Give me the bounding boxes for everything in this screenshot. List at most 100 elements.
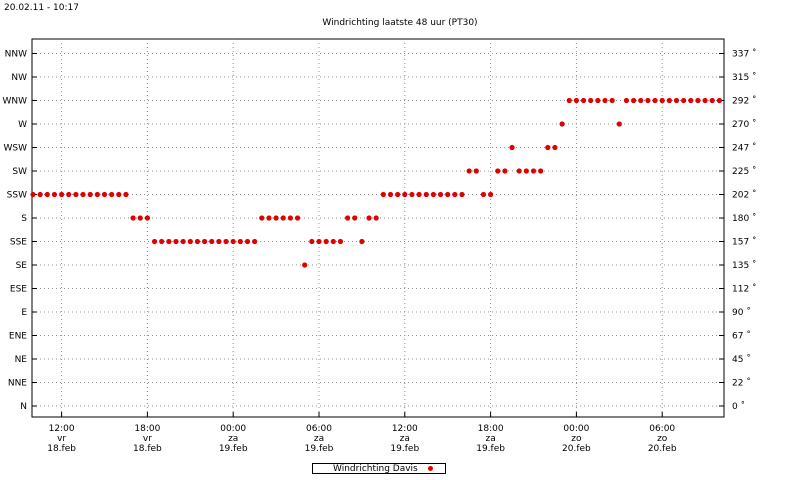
y-tick-label-right: 0 ˚ (732, 401, 745, 412)
x-tick-label: 20.feb (562, 444, 591, 454)
data-point (180, 238, 186, 245)
data-point (645, 97, 651, 104)
data-point (545, 144, 551, 151)
data-points (30, 97, 723, 268)
y-tick-label-left: NNW (5, 50, 27, 60)
y-tick-label-left: WNW (2, 97, 27, 107)
data-point (166, 238, 172, 245)
x-tick-label: 19.feb (305, 444, 334, 454)
legend-label: Windrichting Davis (333, 464, 418, 474)
data-point (488, 191, 494, 198)
data-point (187, 238, 193, 245)
data-point (44, 191, 50, 198)
x-tick-label: 19.feb (219, 444, 248, 454)
y-tick-label-left: SW (12, 167, 27, 177)
data-point (445, 191, 451, 198)
y-tick-label-left: NE (15, 355, 28, 365)
data-point (116, 191, 122, 198)
y-tick-label-right: 180 ˚ (732, 213, 757, 224)
data-point (345, 215, 351, 221)
data-point (80, 191, 86, 198)
data-point (280, 215, 286, 221)
data-point (366, 215, 372, 221)
x-tick-label: 06:00 (649, 424, 675, 434)
data-point (602, 97, 608, 104)
x-tick-label: 06:00 (306, 424, 332, 434)
data-point (652, 97, 658, 104)
data-point (588, 97, 594, 104)
axes: N 0 ˚ NNE 22 ˚ NE 45 ˚ ENE 67 ˚ E 90 ˚ ESE 112 ˚ SE 1… (2, 49, 756, 455)
y-tick-label-left: W (18, 120, 27, 130)
data-point (631, 97, 637, 104)
data-point (223, 238, 229, 245)
data-point (209, 238, 215, 245)
x-tick-label: vr (143, 434, 152, 444)
y-tick-label-left: NNE (8, 379, 27, 389)
x-tick-label: 19.feb (390, 444, 419, 454)
y-tick-label-right: 22 ˚ (732, 378, 751, 389)
data-point (702, 97, 708, 104)
y-tick-label-right: 45 ˚ (732, 354, 751, 365)
data-point (416, 191, 422, 198)
data-point (688, 97, 694, 104)
data-point (359, 238, 365, 245)
y-tick-label-right: 292 ˚ (732, 96, 757, 107)
timestamp: 20.02.11 - 10:17 (4, 3, 79, 13)
y-tick-label-left: ENE (9, 332, 27, 342)
data-point (87, 191, 93, 198)
data-point (430, 191, 436, 198)
y-tick-label-right: 135 ˚ (732, 260, 757, 271)
data-point (294, 215, 301, 221)
y-tick-label-right: 67 ˚ (732, 331, 751, 342)
data-point (395, 191, 401, 198)
y-tick-label-left: N (20, 402, 27, 412)
y-tick-label-left: SE (16, 261, 28, 271)
data-point (437, 191, 444, 198)
legend-marker (428, 466, 433, 471)
data-point (509, 144, 515, 151)
data-point (495, 168, 501, 174)
data-point (423, 191, 429, 198)
data-point (216, 238, 222, 245)
y-tick-label-right: 337 ˚ (732, 49, 757, 60)
data-point (709, 97, 715, 104)
y-tick-label-right: 315 ˚ (732, 72, 757, 83)
y-tick-label-left: WSW (3, 144, 27, 154)
data-point (502, 168, 508, 174)
data-point (237, 238, 243, 245)
data-point (101, 191, 108, 198)
data-point (266, 215, 272, 221)
data-point (516, 168, 522, 174)
y-tick-label-left: ESE (10, 285, 27, 295)
data-point (480, 191, 487, 198)
x-tick-label: vr (57, 434, 66, 444)
data-point (194, 238, 201, 245)
x-tick-label: za (228, 434, 238, 444)
data-point (459, 191, 465, 198)
data-point (659, 97, 665, 104)
data-point (302, 262, 308, 268)
data-point (123, 191, 129, 198)
y-tick-label-left: E (21, 308, 27, 318)
y-tick-label-right: 90 ˚ (732, 307, 751, 318)
data-point (323, 238, 329, 245)
data-point (466, 168, 472, 174)
y-tick-label-left: S (21, 214, 27, 224)
y-tick-label-right: 202 ˚ (732, 190, 757, 201)
y-tick-label-right: 157 ˚ (732, 237, 757, 248)
data-point (66, 191, 72, 198)
x-tick-label: za (485, 434, 495, 444)
x-tick-label: 18:00 (478, 424, 504, 434)
x-tick-label: 00:00 (220, 424, 246, 434)
data-point (159, 238, 165, 245)
plot-frame (31, 38, 725, 418)
data-point (244, 238, 251, 245)
data-point (681, 97, 687, 104)
data-point (387, 191, 394, 198)
data-point (273, 215, 279, 221)
data-point (94, 191, 100, 198)
data-point (402, 191, 408, 198)
data-point (259, 215, 265, 221)
data-point (559, 121, 565, 127)
